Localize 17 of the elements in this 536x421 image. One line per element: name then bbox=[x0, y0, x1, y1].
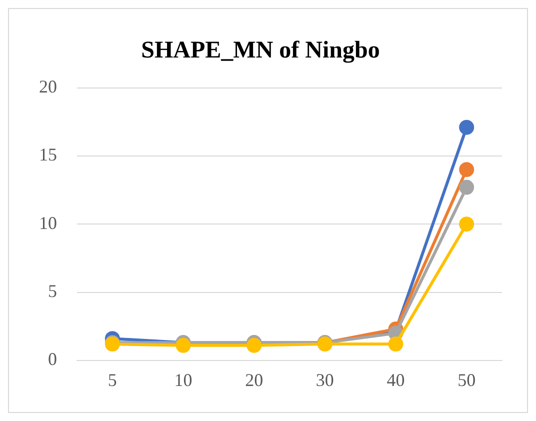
x-tick-label: 20 bbox=[245, 370, 264, 390]
point bbox=[459, 120, 474, 135]
point bbox=[459, 162, 474, 178]
y-tick-label: 15 bbox=[39, 144, 57, 165]
x-tick-label: 10 bbox=[174, 370, 192, 390]
point bbox=[459, 180, 474, 195]
y-tick-label: 5 bbox=[48, 280, 57, 301]
x-tick-label: 40 bbox=[386, 370, 405, 390]
y-tick-label: 0 bbox=[48, 349, 57, 370]
x-tick-label: 50 bbox=[458, 370, 476, 390]
y-tick-label: 10 bbox=[39, 212, 57, 233]
x-tick-label: 30 bbox=[316, 370, 334, 390]
y-tick-label: 20 bbox=[39, 76, 57, 97]
x-tick-label: 5 bbox=[108, 370, 117, 390]
point bbox=[459, 216, 474, 232]
chart-title: SHAPE_MN of Ningbo bbox=[141, 38, 380, 64]
point bbox=[388, 336, 404, 352]
